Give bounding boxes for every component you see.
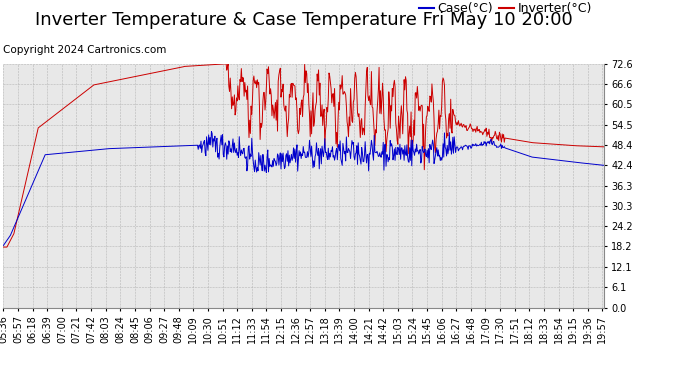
Text: Copyright 2024 Cartronics.com: Copyright 2024 Cartronics.com bbox=[3, 45, 167, 55]
Legend: Case(°C), Inverter(°C): Case(°C), Inverter(°C) bbox=[414, 0, 598, 20]
Text: Inverter Temperature & Case Temperature Fri May 10 20:00: Inverter Temperature & Case Temperature … bbox=[34, 11, 573, 29]
